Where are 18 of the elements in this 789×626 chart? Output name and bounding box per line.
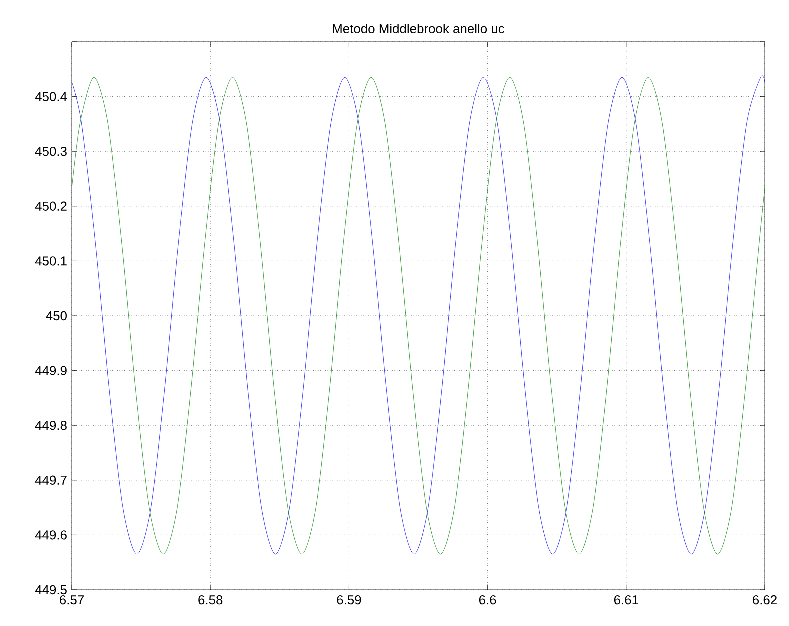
y-tick-label: 450.1 xyxy=(35,256,67,266)
y-tick-label: 450.4 xyxy=(35,92,68,102)
y-tick-label: 449.5 xyxy=(35,585,67,595)
y-tick-label: 449.6 xyxy=(35,530,67,540)
x-tick-label: 6.6 xyxy=(479,596,496,605)
x-tick-label: 6.58 xyxy=(198,596,223,605)
y-tick-label: 449.7 xyxy=(35,476,67,485)
x-tick-label: 6.57 xyxy=(60,596,84,605)
line-series xyxy=(72,77,766,555)
y-tick-label: 449.9 xyxy=(35,366,67,376)
x-tick-label: 6.62 xyxy=(753,596,777,605)
x-tick-label: 6.59 xyxy=(337,596,362,605)
y-tick-label: 450.2 xyxy=(35,202,67,211)
x-tick-label: 6.61 xyxy=(614,596,638,605)
chart-title: Metodo Middlebrook anello uc xyxy=(333,24,505,34)
y-tick-label: 449.8 xyxy=(35,421,67,430)
y-tick-label: 450.3 xyxy=(35,147,67,156)
y-tick-label: 450 xyxy=(46,311,67,321)
